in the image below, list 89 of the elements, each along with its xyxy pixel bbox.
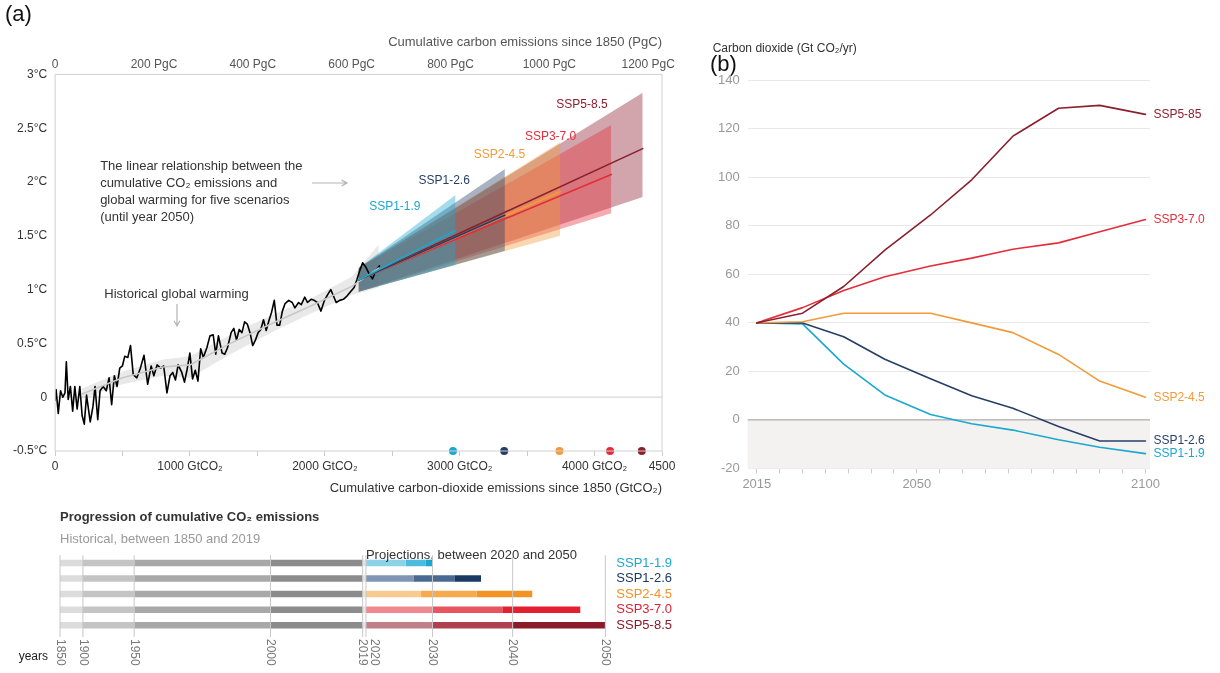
bar xyxy=(60,606,83,613)
y-tick-label: SSP1-2.6 xyxy=(616,570,673,586)
y-tick-label: -0.5°C xyxy=(12,443,48,458)
y-tick-label: 60 xyxy=(725,265,740,281)
bar xyxy=(134,590,271,598)
bar xyxy=(134,606,271,613)
series-label: SSP2-4.5 xyxy=(1153,389,1206,404)
y-tick-label: SSP5-8.5 xyxy=(616,616,673,632)
text: 2020 xyxy=(368,639,383,667)
series-label: SSP1-1.9 xyxy=(1153,445,1206,460)
x-tick-label: 2000 GtCO₂ xyxy=(292,458,358,473)
text: 2019 xyxy=(356,639,371,667)
bar xyxy=(421,590,477,598)
x-axis-title: Cumulative carbon-dioxide emissions since 1850 (GtCO₂) xyxy=(329,479,662,495)
bar xyxy=(60,575,83,582)
text: 2000 xyxy=(264,639,279,667)
bar xyxy=(134,621,271,629)
x2-tick-label: 200 PgC xyxy=(130,56,178,71)
annotation: Historical global warming xyxy=(104,285,249,301)
x-tick-label: 0 xyxy=(51,458,59,473)
x-tick-label: 4500 xyxy=(648,458,676,473)
text: 1900 xyxy=(76,639,91,667)
y-tick-label: 2°C xyxy=(27,174,48,189)
y-tick-label: 1.5°C xyxy=(16,228,48,243)
bar xyxy=(134,575,271,582)
text: 1950 xyxy=(127,639,142,667)
chart-title: Progression of cumulative CO₂ emissions xyxy=(60,509,320,525)
text: SSP1-1.9 xyxy=(369,199,421,214)
bar xyxy=(270,606,363,613)
y-tick-label: -20 xyxy=(720,459,740,475)
y-tick-label: SSP1-1.9 xyxy=(616,554,673,570)
x-tick-label: 3000 GtCO₂ xyxy=(427,458,493,473)
bar xyxy=(502,606,581,613)
series-label: SSP1-2.6 xyxy=(1153,433,1206,448)
chart-title: (a) xyxy=(5,1,32,27)
text: SSP5-8.5 xyxy=(556,97,609,111)
y-tick-label: 0 xyxy=(40,389,48,404)
chart-subtitle: Historical, between 1850 and 2019 xyxy=(60,530,261,546)
text: 2030 xyxy=(426,639,441,667)
bar xyxy=(270,575,363,582)
bar xyxy=(365,621,433,629)
y-tick-label: SSP2-4.5 xyxy=(616,585,673,601)
x2-tick-label: 1000 PgC xyxy=(522,56,577,71)
series-label: SSP5-85 xyxy=(1153,106,1202,121)
annotation: Projections, between 2020 and 2050 xyxy=(365,546,577,562)
x-tick-label: 4000 GtCO₂ xyxy=(561,458,628,473)
x2-tick-label: 0 xyxy=(51,56,59,71)
bar xyxy=(512,621,606,629)
series-label: SSP3-7.0 xyxy=(1153,211,1206,226)
x2-tick-label: 1200 PgC xyxy=(621,56,676,71)
y-tick-label: 0 xyxy=(732,411,740,427)
bar xyxy=(413,575,455,582)
text: SSP2-4.5 xyxy=(473,146,526,161)
bar xyxy=(365,575,414,582)
annotation: The linear relationship between the cumulative CO₂ emissions and global warming for five scenarios (until year 2050) xyxy=(100,157,303,224)
y-tick-label: 80 xyxy=(725,217,740,233)
x-tick-label: 2100 xyxy=(1130,475,1160,491)
text: SSP3-7.0 xyxy=(524,129,577,144)
bar xyxy=(432,621,513,629)
text: SSP1-2.6 xyxy=(418,173,471,188)
y-tick-label: SSP3-7.0 xyxy=(616,601,673,617)
y-tick-label: 0.5°C xyxy=(16,335,48,350)
bar xyxy=(454,575,482,582)
text: 2040 xyxy=(506,639,521,667)
bar xyxy=(432,606,503,613)
y-tick-label: 3°C xyxy=(27,66,48,81)
text: 1850 xyxy=(53,639,68,667)
x2-tick-label: 400 PgC xyxy=(229,56,277,71)
x-axis-title: years xyxy=(18,649,48,664)
bar xyxy=(365,590,422,598)
y-tick-label: 20 xyxy=(725,362,740,378)
bar xyxy=(134,559,271,567)
y-axis-title: Carbon dioxide (Gt CO₂/yr) xyxy=(712,40,857,55)
bar xyxy=(270,590,363,598)
y-tick-label: 40 xyxy=(725,314,740,330)
x2-tick-label: 600 PgC xyxy=(328,56,376,71)
x-tick-label: 2015 xyxy=(742,475,772,491)
y-tick-label: 2.5°C xyxy=(16,120,48,135)
y-tick-label: 100 xyxy=(717,168,740,184)
bar xyxy=(270,621,363,629)
y-tick-label: 1°C xyxy=(27,281,48,296)
x-tick-label: 2050 xyxy=(902,475,932,491)
text: 2050 xyxy=(599,639,614,667)
y-tick-label: 120 xyxy=(717,120,740,136)
bar xyxy=(270,559,363,567)
x-tick-label: 1000 GtCO₂ xyxy=(157,458,224,473)
bar xyxy=(365,606,433,613)
x2-tick-label: 800 PgC xyxy=(427,56,475,71)
x2-axis-title: Cumulative carbon emissions since 1850 (PgC) xyxy=(388,33,662,49)
